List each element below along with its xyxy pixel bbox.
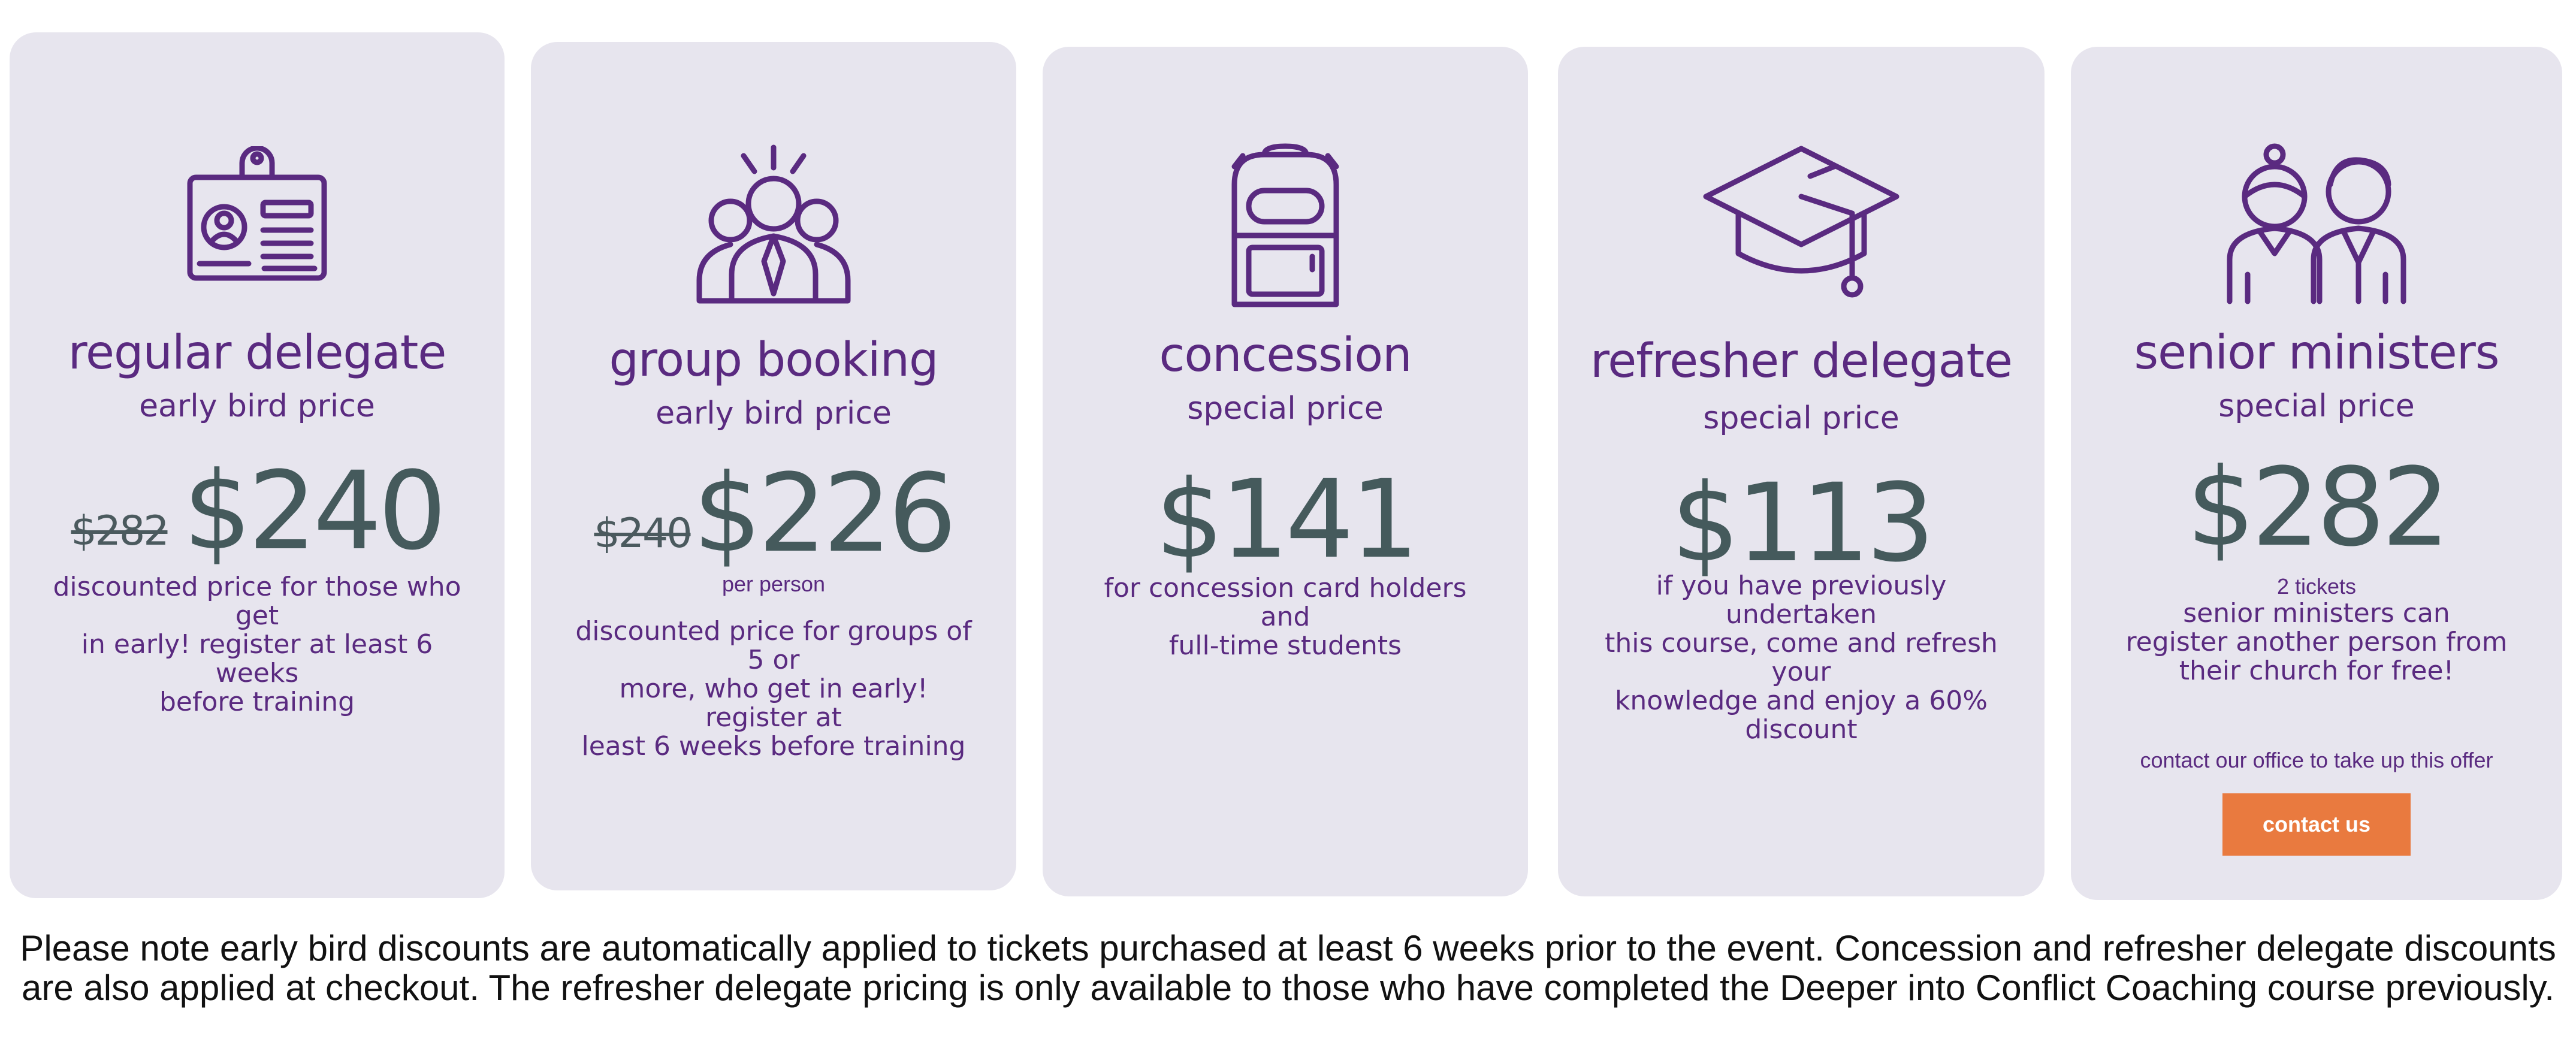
- price: $141: [1155, 457, 1419, 582]
- card-subtitle: early bird price: [656, 395, 892, 431]
- pricing-card-regular-delegate: regular delegate early bird price $282 $…: [10, 32, 505, 898]
- graduation-cap-icon: [1702, 143, 1900, 304]
- per-person-label: per person: [721, 572, 826, 596]
- card-description: for concession card holders and full-tim…: [1104, 573, 1467, 661]
- contact-us-button[interactable]: contact us: [2222, 793, 2411, 856]
- pricing-card-senior-ministers: senior ministers special price $282 2 ti…: [2071, 47, 2562, 900]
- card-description: discounted price for those who get in ea…: [53, 572, 461, 717]
- card-description: discounted price for groups of 5 or more…: [575, 616, 972, 762]
- card-subtitle: special price: [2218, 388, 2415, 424]
- price: $240: [183, 449, 446, 574]
- price-row: $282: [2071, 454, 2562, 562]
- pricing-card-group-booking: group booking early bird price $240 $226…: [531, 42, 1016, 890]
- backpack-icon: [1222, 143, 1348, 310]
- old-price: $282: [71, 508, 169, 555]
- id-badge-icon: [185, 146, 329, 284]
- card-title: regular delegate: [68, 326, 447, 380]
- card-subtitle: special price: [1187, 391, 1384, 427]
- price: $226: [693, 451, 956, 576]
- card-title: senior ministers: [2134, 326, 2500, 380]
- price-row: $113: [1558, 470, 2045, 578]
- card-subtitle: special price: [1703, 400, 1899, 436]
- price: $282: [2186, 445, 2450, 570]
- old-price: $240: [594, 510, 692, 557]
- two-people-icon: [2224, 143, 2409, 304]
- card-title: refresher delegate: [1590, 334, 2013, 388]
- price-row: $141: [1043, 466, 1528, 574]
- pricing-card-concession: concession special price $141 for conces…: [1043, 47, 1528, 896]
- contact-office-text: contact our office to take up this offer: [2140, 748, 2493, 772]
- price: $113: [1671, 461, 1935, 586]
- card-subtitle: early bird price: [139, 388, 375, 424]
- pricing-note: Please note early bird discounts are aut…: [20, 928, 2556, 1008]
- pricing-card-refresher-delegate: refresher delegate special price $113 if…: [1558, 47, 2045, 896]
- card-title: group booking: [609, 333, 938, 387]
- price-row: $282 $240: [10, 458, 505, 566]
- price-row: $240 $226: [531, 460, 1016, 568]
- card-description: senior ministers can register another pe…: [2125, 598, 2508, 686]
- tickets-label: 2 tickets: [2276, 574, 2357, 599]
- card-title: concession: [1159, 328, 1412, 382]
- group-people-icon: [696, 144, 851, 306]
- card-description: if you have previously undertaken this c…: [1605, 570, 1998, 745]
